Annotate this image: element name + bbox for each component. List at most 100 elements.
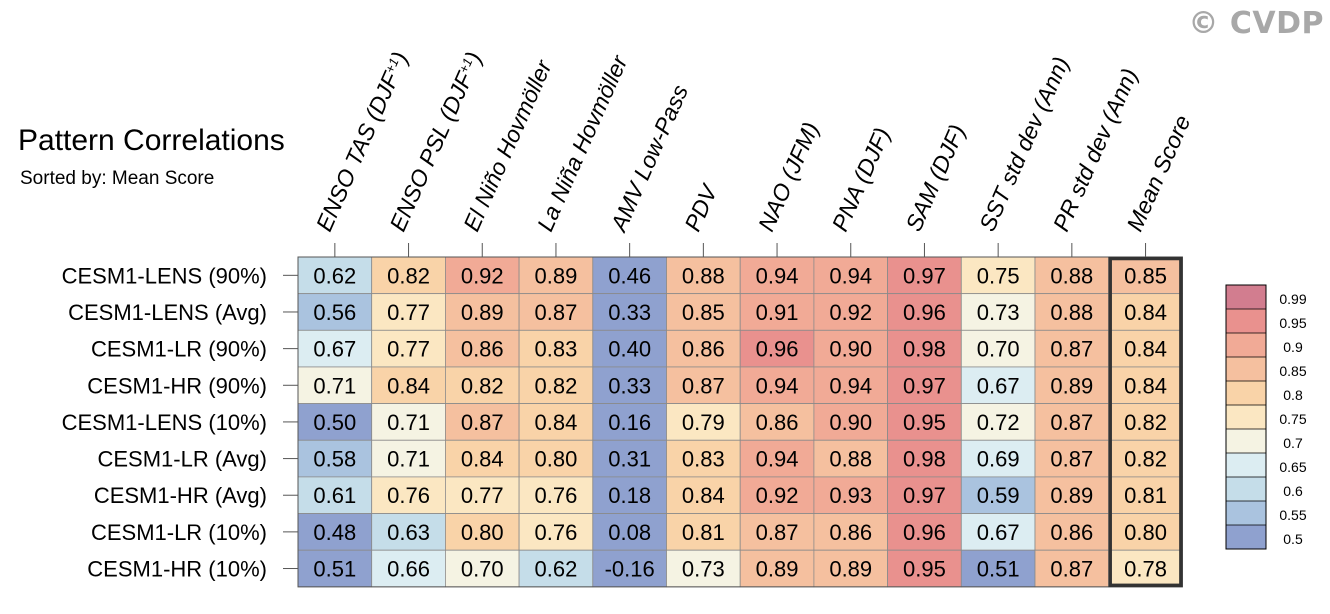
cell-value-label: 0.76 <box>387 483 430 508</box>
heatmap-cell <box>297 549 373 588</box>
heatmap-cell <box>813 403 889 441</box>
heatmap-cell <box>1034 256 1110 295</box>
colorbar-segment <box>1226 309 1266 333</box>
cell-value-label: 0.90 <box>829 410 872 435</box>
cell-value-label: 0.89 <box>1050 373 1093 398</box>
heatmap-cell <box>960 329 1036 368</box>
cell-value-label: 0.91 <box>756 300 799 325</box>
cell-value-label: 0.89 <box>461 300 504 325</box>
cell-value-label: 0.87 <box>1050 337 1093 362</box>
cell-value-label: 0.87 <box>756 520 799 545</box>
heatmap-cell <box>666 293 741 331</box>
cell-value-label: 0.77 <box>461 483 504 508</box>
colorbar-label: 0.85 <box>1279 363 1306 379</box>
cell-value-label: 0.67 <box>977 520 1020 545</box>
row-label: CESM1-HR (90%) <box>87 373 267 398</box>
cell-value-label: 0.92 <box>829 300 872 325</box>
heatmap-cell <box>592 476 667 514</box>
cell-value-label: 0.97 <box>903 373 946 398</box>
colorbar-label: 0.99 <box>1279 291 1306 307</box>
heatmap-cell <box>887 476 962 514</box>
heatmap-cell <box>1108 256 1183 295</box>
colorbar-segment <box>1226 477 1266 501</box>
cell-value-label: 0.46 <box>608 263 651 288</box>
heatmap-cell <box>666 329 741 368</box>
cell-value-label: 0.70 <box>977 337 1020 362</box>
cell-value-label: 0.79 <box>682 410 725 435</box>
heatmap-cell <box>666 513 741 551</box>
heatmap-cell <box>297 329 373 368</box>
cell-value-label: 0.86 <box>682 337 725 362</box>
cell-value-label: 0.78 <box>1124 557 1167 582</box>
row-label: CESM1-LR (10%) <box>91 520 267 545</box>
cell-value-label: 0.18 <box>608 483 651 508</box>
cell-value-label: 0.77 <box>387 300 430 325</box>
cell-value-label: 0.73 <box>977 300 1020 325</box>
cell-value-label: 0.81 <box>1124 483 1167 508</box>
heatmap-cell <box>1108 329 1183 368</box>
cell-value-label: 0.84 <box>461 447 504 472</box>
cell-value-label: 0.71 <box>387 447 430 472</box>
heatmap-cell <box>1108 403 1183 441</box>
colorbar-segment <box>1226 525 1266 549</box>
heatmap-cell <box>813 256 889 295</box>
row-label: CESM1-LENS (90%) <box>62 263 267 288</box>
heatmap-cell <box>813 513 889 551</box>
cell-value-label: 0.82 <box>387 263 430 288</box>
heatmap-cell <box>666 403 741 441</box>
heatmap-cell <box>592 439 667 478</box>
cell-value-label: 0.98 <box>903 447 946 472</box>
heatmap-cell <box>518 476 594 514</box>
cell-value-label: 0.69 <box>977 447 1020 472</box>
colorbar-label: 0.65 <box>1279 459 1306 475</box>
heatmap-cell <box>1108 476 1183 514</box>
colorbar-segment <box>1226 453 1266 477</box>
column-label: NAO (JFM) <box>753 118 824 235</box>
cell-value-label: 0.76 <box>535 520 578 545</box>
cell-value-label: 0.82 <box>1124 447 1167 472</box>
cell-value-label: 0.84 <box>1124 300 1167 325</box>
colorbar: 0.99 0.95 0.9 0.85 0.8 0.75 0.7 0.65 0.6 0.55 0.5 <box>1225 284 1307 550</box>
colorbar-segment <box>1226 381 1266 405</box>
cell-value-label: 0.94 <box>756 373 799 398</box>
heatmap-cell <box>592 366 667 405</box>
cell-value-label: 0.97 <box>903 263 946 288</box>
cell-value-label: 0.89 <box>1050 483 1093 508</box>
cell-value-label: 0.96 <box>903 520 946 545</box>
cell-value-label: 0.48 <box>313 520 356 545</box>
heatmap-cell <box>813 549 889 588</box>
cell-value-label: 0.76 <box>535 483 578 508</box>
cell-value-label: 0.51 <box>313 557 356 582</box>
cell-value-label: 0.71 <box>387 410 430 435</box>
cell-value-label: 0.16 <box>608 410 651 435</box>
cell-value-label: 0.66 <box>387 557 430 582</box>
heatmap-cell <box>666 439 741 478</box>
cell-value-label: 0.84 <box>1124 373 1167 398</box>
colorbar-label: 0.55 <box>1279 507 1306 523</box>
cell-value-label: 0.86 <box>829 520 872 545</box>
cell-value-label: 0.80 <box>1124 520 1167 545</box>
column-label: PNA (DJF) <box>827 124 896 235</box>
cell-value-label: 0.89 <box>829 557 872 582</box>
cell-value-label: 0.84 <box>682 483 725 508</box>
heatmap-cell <box>1034 513 1110 551</box>
column-label: SAM (DJF) <box>900 121 970 235</box>
heatmap-cell <box>444 366 520 405</box>
cell-value-label: 0.96 <box>756 337 799 362</box>
cell-value-label: 0.92 <box>461 263 504 288</box>
cell-value-label: 0.62 <box>313 263 356 288</box>
heatmap-cell <box>592 403 667 441</box>
cell-value-label: 0.80 <box>535 447 578 472</box>
heatmap-cell <box>518 549 594 588</box>
heatmap-cell <box>518 403 594 441</box>
cell-value-label: 0.67 <box>977 373 1020 398</box>
cell-value-label: 0.75 <box>977 263 1020 288</box>
heatmap-cell <box>518 439 594 478</box>
heatmap-cell <box>444 549 520 588</box>
cell-value-label: 0.70 <box>461 557 504 582</box>
cell-value-label: 0.86 <box>1050 520 1093 545</box>
colorbar-label: 0.75 <box>1279 411 1306 427</box>
cell-value-label: 0.86 <box>756 410 799 435</box>
cell-value-label: 0.83 <box>535 337 578 362</box>
